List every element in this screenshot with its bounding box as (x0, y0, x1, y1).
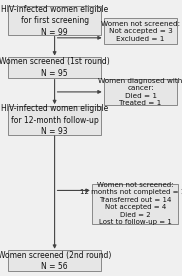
Text: Women screened (1st round)
N = 95: Women screened (1st round) N = 95 (0, 57, 110, 78)
FancyBboxPatch shape (92, 184, 178, 224)
FancyBboxPatch shape (104, 79, 177, 105)
Text: Women screened (2nd round)
N = 56: Women screened (2nd round) N = 56 (0, 251, 111, 271)
FancyBboxPatch shape (8, 251, 101, 271)
Text: HIV-infected women eligible
for 12-month follow-up
N = 93: HIV-infected women eligible for 12-month… (1, 104, 108, 136)
Text: Women not screened:
12 months not completed = 18
Transferred out = 14
Not accept: Women not screened: 12 months not comple… (80, 182, 182, 225)
FancyBboxPatch shape (8, 57, 101, 78)
FancyBboxPatch shape (104, 18, 177, 44)
FancyBboxPatch shape (8, 106, 101, 135)
Text: Women not screened:
Not accepted = 3
Excluded = 1: Women not screened: Not accepted = 3 Exc… (101, 20, 180, 42)
Text: HIV-infected women eligible
for first screening
N = 99: HIV-infected women eligible for first sc… (1, 5, 108, 37)
FancyBboxPatch shape (8, 6, 101, 35)
Text: Women diagnosed with
cancer:
Died = 1
Treated = 1: Women diagnosed with cancer: Died = 1 Tr… (98, 78, 182, 106)
